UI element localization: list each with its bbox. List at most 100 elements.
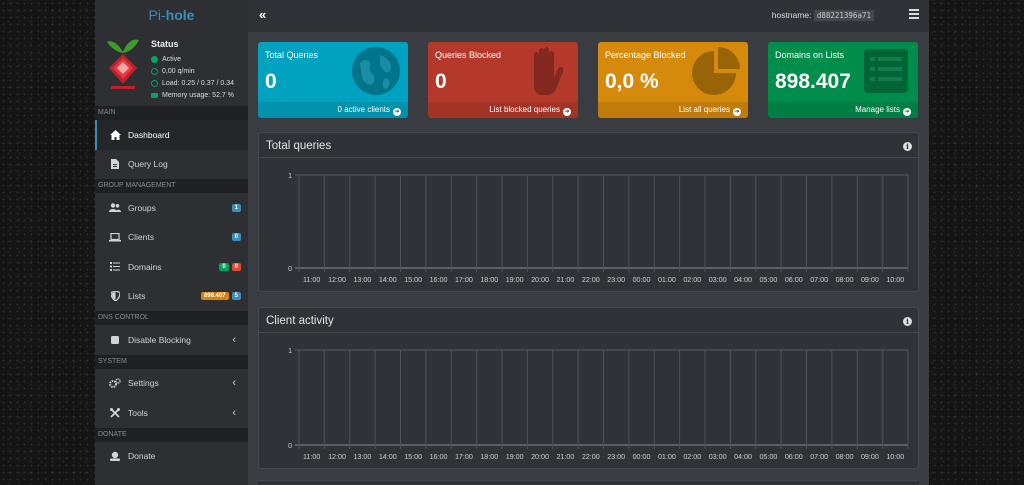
stat-label: Percentage Blocked <box>605 50 686 60</box>
x-tick-label: 20:00 <box>531 452 549 461</box>
nav-header-main: MAIN <box>95 106 248 120</box>
load-icon <box>151 80 158 87</box>
sidebar-item-tools[interactable]: Tools ‹ <box>95 398 248 428</box>
stat-footer-link[interactable]: 0 active clients ➔ <box>258 102 408 118</box>
stat-box-domains-on-lists: Domains on Lists 898.407 Manage lists ➔ <box>768 42 918 118</box>
active-dot-icon <box>151 56 158 63</box>
sidebar-item-settings[interactable]: Settings ‹ <box>95 369 248 399</box>
stat-value: 898.407 <box>775 70 851 93</box>
sidebar: Pi-hole Status Active 0,00 q/min Load: 0… <box>95 0 248 485</box>
x-tick-label: 17:00 <box>455 452 473 461</box>
status-rate: 0,00 q/min <box>151 68 195 75</box>
stat-footer-text: List blocked queries <box>489 105 560 114</box>
hand-icon <box>534 47 564 95</box>
x-tick-label: 16:00 <box>430 452 448 461</box>
y-tick-label: 1 <box>288 173 292 180</box>
gears-icon <box>109 377 121 389</box>
x-tick-label: 23:00 <box>607 452 625 461</box>
x-tick-label: 19:00 <box>506 452 524 461</box>
stat-label: Total Queries <box>265 50 319 60</box>
sidebar-item-label: Domains <box>128 261 162 272</box>
sidebar-collapse-button[interactable]: « <box>259 7 267 22</box>
tools-icon <box>109 407 121 419</box>
list-icon <box>109 261 121 273</box>
client-activity-panel: Client activity i 0 1 11:00 12:00 13:00 14:00… <box>258 307 920 469</box>
lists-count-badge: 5 <box>231 292 241 301</box>
y-tick-label: 0 <box>288 443 292 450</box>
panel-title: Client activity <box>266 315 334 327</box>
sidebar-item-lists[interactable]: Lists 898.407 5 <box>95 282 248 312</box>
logo[interactable]: Pi-hole <box>95 0 248 32</box>
file-icon <box>109 158 121 170</box>
lists-domains-badge: 898.407 <box>200 292 229 301</box>
info-icon[interactable]: i <box>903 317 912 326</box>
home-icon <box>109 129 121 141</box>
sidebar-item-clients[interactable]: Clients 0 <box>95 223 248 253</box>
x-tick-label: 04:00 <box>734 275 752 284</box>
sidebar-item-label: Query Log <box>128 159 168 170</box>
y-tick-label: 0 <box>288 266 292 273</box>
sidebar-item-disable-blocking[interactable]: Disable Blocking ‹ <box>95 325 248 355</box>
x-tick-label: 12:00 <box>328 275 346 284</box>
stop-icon <box>109 334 121 346</box>
stat-label: Domains on Lists <box>775 50 845 60</box>
x-tick-label: 18:00 <box>480 452 498 461</box>
x-tick-label: 19:00 <box>506 275 524 284</box>
x-tick-label: 07:00 <box>810 275 828 284</box>
x-tick-label: 22:00 <box>582 452 600 461</box>
stat-footer-text: List all queries <box>678 105 730 114</box>
stat-box-total-queries: Total Queries 0 0 active clients ➔ <box>258 42 408 118</box>
top-navbar: « hostname: d88221396a71 <box>248 0 929 32</box>
nav-header-donate: DONATE <box>95 427 248 442</box>
arrow-circle-right-icon: ➔ <box>733 108 741 116</box>
x-tick-label: 11:00 <box>303 452 320 461</box>
laptop-icon <box>109 231 121 243</box>
x-tick-label: 13:00 <box>353 452 371 461</box>
x-tick-label: 08:00 <box>836 452 854 461</box>
sidebar-item-groups[interactable]: Groups 1 <box>95 193 248 223</box>
sidebar-item-dashboard[interactable]: Dashboard <box>95 120 248 150</box>
x-tick-label: 23:00 <box>607 275 625 284</box>
info-icon[interactable]: i <box>903 142 912 151</box>
sidebar-item-donate[interactable]: Donate <box>95 442 248 472</box>
arrow-circle-right-icon: ➔ <box>393 108 401 116</box>
stat-footer-text: Manage lists <box>855 105 900 114</box>
stat-footer-link[interactable]: List blocked queries ➔ <box>428 102 578 118</box>
stat-value: 0,0 % <box>605 70 659 93</box>
shield-icon <box>109 290 121 302</box>
x-tick-label: 07:00 <box>810 452 828 461</box>
chevron-left-icon: ‹ <box>232 377 236 390</box>
panel-divider <box>259 157 920 158</box>
total-queries-panel: Total queries i 0 1 11:00 12:00 13:00 14:00 15… <box>258 132 920 292</box>
memory-icon <box>151 93 158 98</box>
x-tick-label: 16:00 <box>430 275 448 284</box>
sidebar-item-query-log[interactable]: Query Log <box>95 150 248 180</box>
status-memory: Memory usage: 52.7 % <box>151 92 234 99</box>
app-window: Pi-hole Status Active 0,00 q/min Load: 0… <box>95 0 929 485</box>
stat-boxes: Total Queries 0 0 active clients ➔ Querie… <box>258 42 929 118</box>
stat-footer-link[interactable]: List all queries ➔ <box>598 102 748 118</box>
main-content: « hostname: d88221396a71 Total Queries 0… <box>248 0 929 485</box>
domains-deny-badge: 0 <box>231 262 241 271</box>
clients-count-badge: 0 <box>231 233 241 242</box>
chevron-left-icon: ‹ <box>232 333 236 346</box>
status-active-text: Active <box>162 56 182 63</box>
x-tick-label: 06:00 <box>785 452 803 461</box>
sidebar-item-label: Donate <box>128 451 156 462</box>
x-tick-label: 15:00 <box>404 452 422 461</box>
x-tick-label: 08:00 <box>836 275 854 284</box>
stat-label: Queries Blocked <box>435 50 502 60</box>
status-panel: Status Active 0,00 q/min Load: 0.25 / 0.… <box>95 32 248 105</box>
sidebar-item-label: Tools <box>128 407 148 418</box>
panel-title: Total queries <box>266 140 332 152</box>
nav-header-system: SYSTEM <box>95 354 248 369</box>
hamburger-menu-icon[interactable] <box>909 9 919 21</box>
stat-footer-link[interactable]: Manage lists ➔ <box>768 102 918 118</box>
sidebar-item-label: Settings <box>128 378 159 389</box>
x-tick-label: 06:00 <box>785 275 803 284</box>
chevron-left-icon: ‹ <box>232 406 236 419</box>
logo-bold: hole <box>165 7 195 23</box>
status-memory-text: Memory usage: 52.7 % <box>162 92 234 99</box>
x-tick-label: 02:00 <box>683 275 701 284</box>
